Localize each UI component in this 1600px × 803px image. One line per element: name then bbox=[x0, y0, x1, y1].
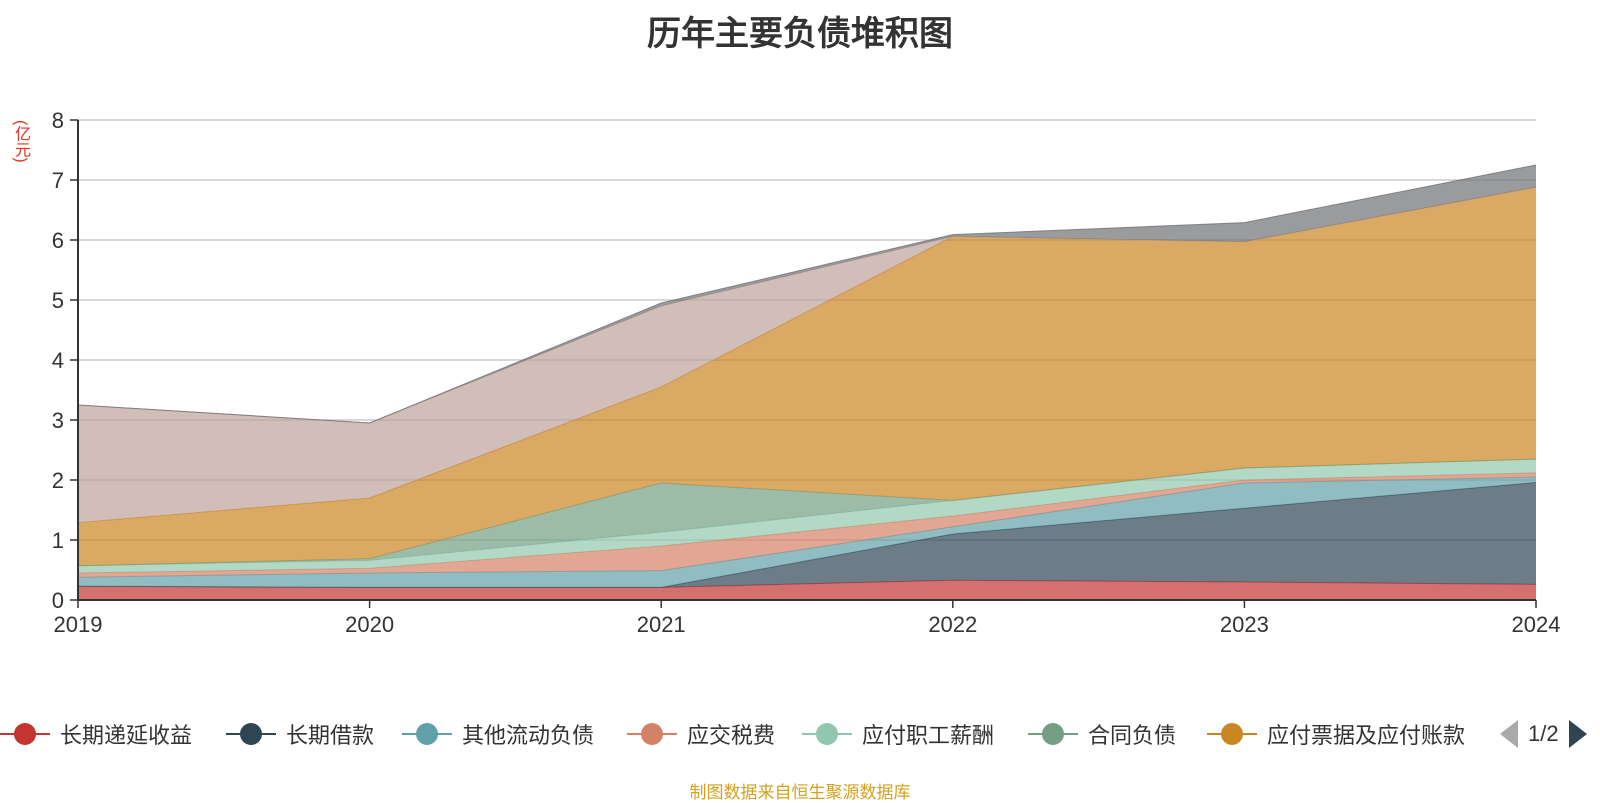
legend-item[interactable]: 长期借款 bbox=[226, 716, 374, 752]
area-其他1 bbox=[78, 187, 1536, 523]
y-tick-label: 0 bbox=[52, 588, 64, 613]
area-应付职工薪酬 bbox=[78, 459, 1536, 573]
data-source-footer: 制图数据来自恒生聚源数据库 bbox=[689, 783, 911, 802]
y-tick-label: 8 bbox=[52, 108, 64, 133]
legend-label: 合同负债 bbox=[1088, 723, 1177, 748]
legend-page-indicator: 1/2 bbox=[1528, 721, 1559, 746]
y-tick-label: 4 bbox=[52, 348, 64, 373]
y-tick-label: 6 bbox=[52, 228, 64, 253]
legend-label: 应付职工薪酬 bbox=[862, 723, 995, 748]
legend-label: 应付票据及应付账款 bbox=[1267, 723, 1466, 748]
legend-item[interactable]: 应付职工薪酬 bbox=[802, 716, 994, 752]
area-应付票据及应付账款 bbox=[78, 187, 1536, 566]
y-tick-label: 2 bbox=[52, 468, 64, 493]
area-合同负债 bbox=[78, 459, 1536, 566]
area-长期借款 bbox=[78, 482, 1536, 588]
x-tick-label: 2022 bbox=[928, 612, 977, 637]
legend-label: 长期递延收益 bbox=[60, 723, 193, 748]
y-tick-label: 3 bbox=[52, 408, 64, 433]
legend-item[interactable]: 合同负债 bbox=[1028, 716, 1176, 752]
y-tick-label: 5 bbox=[52, 288, 64, 313]
area-长期递延收益 bbox=[78, 580, 1536, 600]
legend-marker-icon bbox=[802, 716, 852, 752]
legend-marker-icon bbox=[0, 716, 50, 752]
chart-legend: 长期递延收益 长期借款 其他流动负债 应交税费 应付职工薪酬 合同负债 应付票据及应付账款 bbox=[0, 716, 1600, 752]
legend-marker-icon bbox=[1207, 716, 1257, 752]
legend-item[interactable]: 应付票据及应付账款 bbox=[1207, 716, 1465, 752]
legend-label: 其他流动负债 bbox=[462, 723, 595, 748]
x-tick-label: 2021 bbox=[637, 612, 686, 637]
legend-marker-icon bbox=[627, 716, 677, 752]
legend-label: 长期借款 bbox=[286, 723, 375, 748]
x-tick-label: 2019 bbox=[54, 612, 103, 637]
legend-marker-icon bbox=[1028, 716, 1078, 752]
legend-prev-page-icon[interactable] bbox=[1500, 720, 1518, 748]
x-tick-label: 2024 bbox=[1512, 612, 1561, 637]
x-tick-label: 2023 bbox=[1220, 612, 1269, 637]
x-tick-label: 2020 bbox=[345, 612, 394, 637]
legend-next-page-icon[interactable] bbox=[1568, 720, 1587, 748]
legend-marker-icon bbox=[402, 716, 452, 752]
y-axis-unit-label: (亿元) bbox=[12, 120, 29, 163]
legend-item[interactable]: 应交税费 bbox=[627, 716, 775, 752]
area-其他流动负债 bbox=[78, 477, 1536, 588]
y-tick-label: 7 bbox=[52, 168, 64, 193]
legend-item[interactable]: 其他流动负债 bbox=[402, 716, 594, 752]
area-其他2 bbox=[78, 165, 1536, 423]
chart-title: 历年主要负债堆积图 bbox=[647, 15, 953, 53]
y-tick-label: 1 bbox=[52, 528, 64, 553]
legend-label: 应交税费 bbox=[687, 723, 776, 748]
stacked-area-chart: 0 1 2 3 4 5 6 7 8 2019 2020 2021 2022 2023 2024 bbox=[52, 108, 1561, 637]
legend-item[interactable]: 长期递延收益 bbox=[0, 716, 192, 752]
area-line-其他2 bbox=[77, 164, 1537, 424]
legend-pager: 1/2 bbox=[1500, 716, 1587, 752]
legend-marker-icon bbox=[226, 716, 276, 752]
